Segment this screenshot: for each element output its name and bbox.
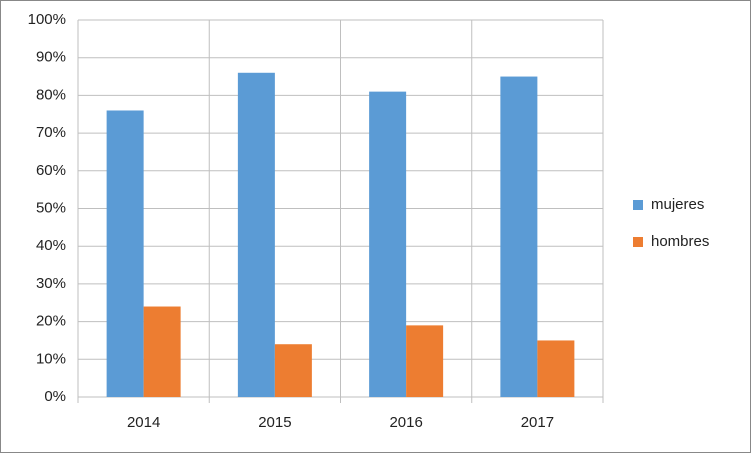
y-tick-label: 30% — [36, 275, 66, 292]
y-tick-label: 10% — [36, 350, 66, 367]
bar — [274, 344, 312, 397]
x-tick-label: 2017 — [521, 414, 554, 431]
y-tick-label: 100% — [28, 11, 66, 28]
legend-label: hombres — [651, 233, 709, 250]
y-tick-label: 80% — [36, 86, 66, 103]
y-tick-label: 60% — [36, 162, 66, 179]
legend-label: mujeres — [651, 196, 704, 213]
x-tick-label: 2015 — [258, 414, 291, 431]
bar — [537, 340, 575, 397]
legend-swatch — [633, 200, 643, 210]
bar — [237, 72, 275, 397]
bar — [106, 110, 144, 397]
x-tick-label: 2016 — [389, 414, 422, 431]
y-tick-label: 0% — [44, 388, 66, 405]
y-tick-label: 50% — [36, 199, 66, 216]
bar — [500, 76, 538, 398]
y-tick-label: 20% — [36, 313, 66, 330]
y-tick-label: 90% — [36, 49, 66, 66]
y-tick-label: 40% — [36, 237, 66, 254]
legend-swatch — [633, 237, 643, 247]
bar — [406, 325, 444, 397]
bar — [369, 91, 407, 397]
x-tick-label: 2014 — [127, 414, 160, 431]
y-tick-label: 70% — [36, 124, 66, 141]
bar — [143, 306, 181, 397]
